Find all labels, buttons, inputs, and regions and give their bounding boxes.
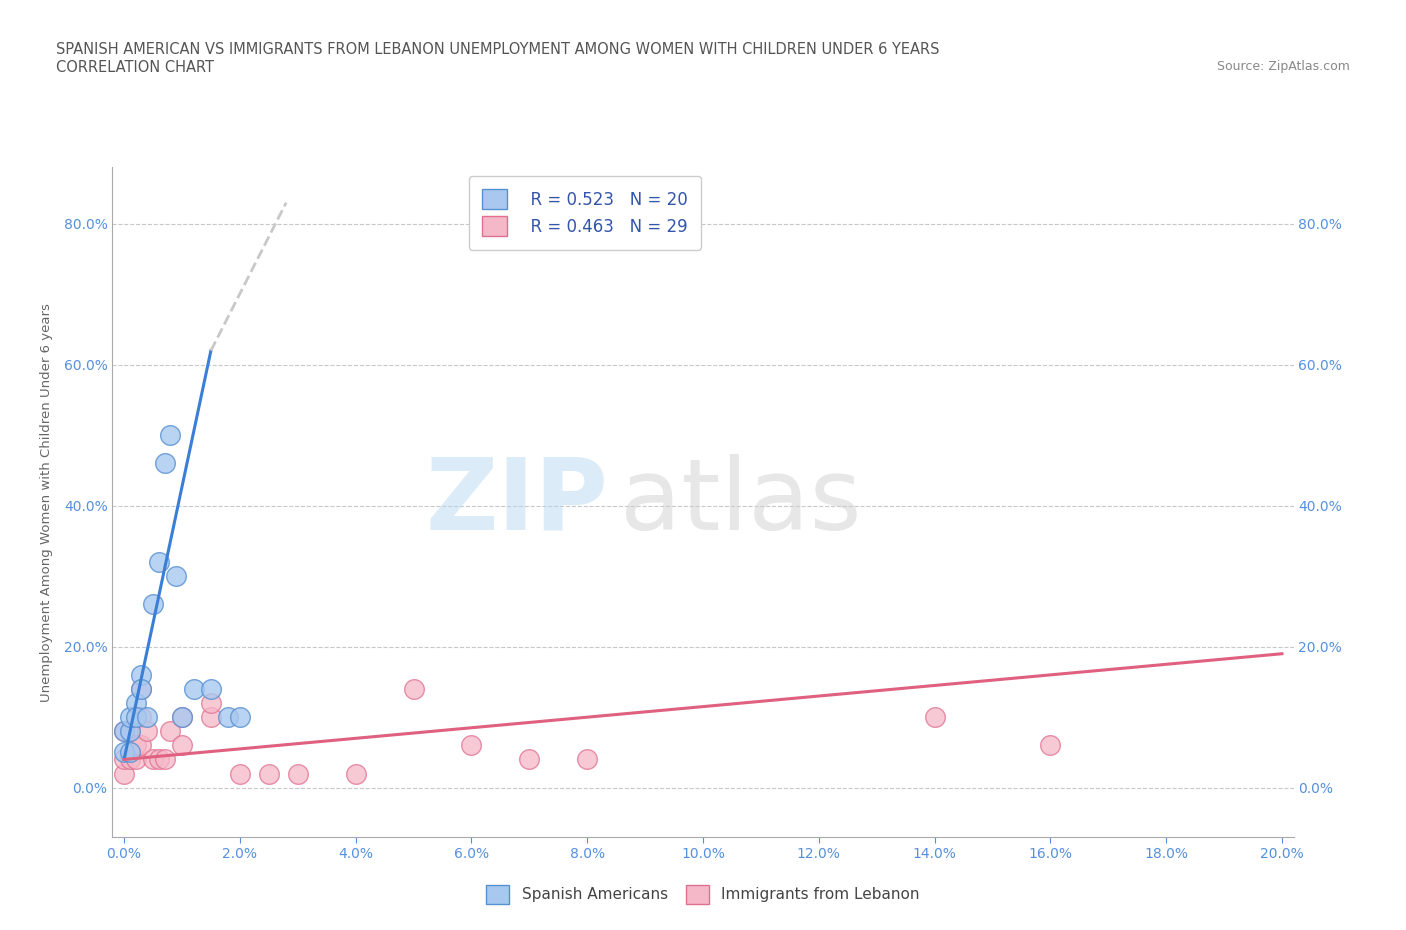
Text: Source: ZipAtlas.com: Source: ZipAtlas.com [1216,60,1350,73]
Point [148,554,170,569]
Point [131,737,153,752]
Point [344,766,367,781]
Point [576,752,599,767]
Text: ZIP: ZIP [426,454,609,551]
Point [136,710,159,724]
Point [153,456,176,471]
Point [924,710,946,724]
Point [142,752,165,767]
Point [124,710,146,724]
Text: SPANISH AMERICAN VS IMMIGRANTS FROM LEBANON UNEMPLOYMENT AMONG WOMEN WITH CHILDR: SPANISH AMERICAN VS IMMIGRANTS FROM LEBA… [56,42,939,57]
Point [200,682,222,697]
Point [124,737,146,752]
Point [118,710,141,724]
Point [170,710,193,724]
Point [131,668,153,683]
Point [257,766,280,781]
Point [287,766,309,781]
Point [460,737,482,752]
Point [136,724,159,738]
Point [131,682,153,697]
Y-axis label: Unemployment Among Women with Children Under 6 years: Unemployment Among Women with Children U… [39,303,52,701]
Point [200,710,222,724]
Legend: Spanish Americans, Immigrants from Lebanon: Spanish Americans, Immigrants from Leban… [481,879,925,910]
Point [131,682,153,697]
Point [200,696,222,711]
Text: CORRELATION CHART: CORRELATION CHART [56,60,214,75]
Point [142,597,165,612]
Point [112,724,135,738]
Point [131,710,153,724]
Point [159,428,181,443]
Point [112,752,135,767]
Point [183,682,205,697]
Text: atlas: atlas [620,454,862,551]
Point [148,752,170,767]
Point [153,752,176,767]
Point [118,724,141,738]
Point [402,682,425,697]
Point [112,766,135,781]
Point [170,737,193,752]
Point [517,752,540,767]
Point [118,752,141,767]
Point [229,766,252,781]
Point [124,752,146,767]
Point [170,710,193,724]
Point [217,710,239,724]
Point [112,724,135,738]
Point [118,745,141,760]
Point [159,724,181,738]
Point [229,710,252,724]
Point [112,745,135,760]
Point [124,696,146,711]
Point [1039,737,1062,752]
Point [118,724,141,738]
Point [165,569,187,584]
